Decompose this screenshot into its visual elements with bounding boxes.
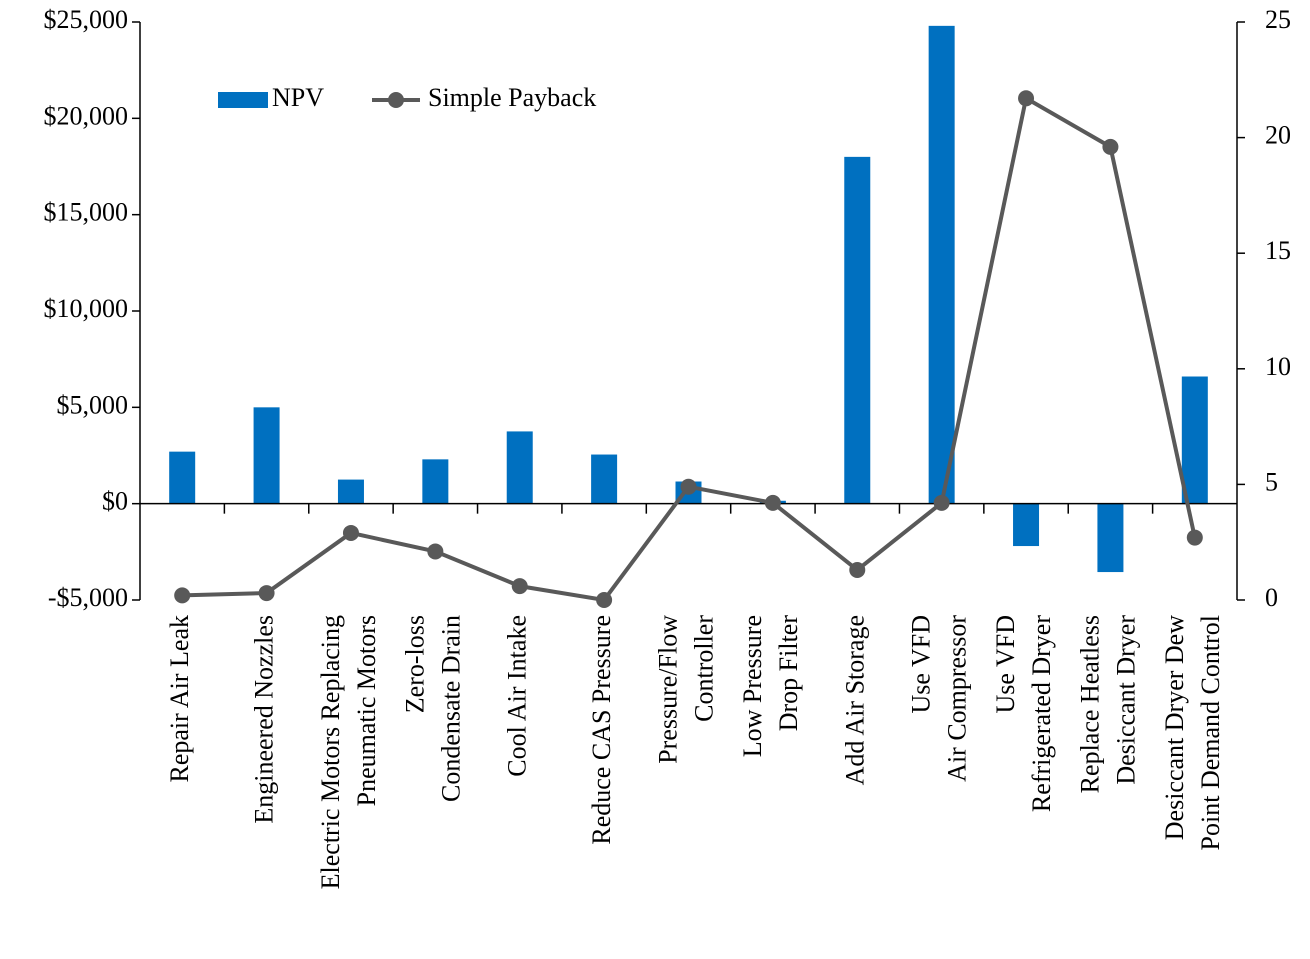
legend-marker — [388, 92, 404, 108]
y-tick-label: $5,000 — [57, 390, 129, 419]
y2-tick-label: 0 — [1265, 583, 1278, 612]
y-tick-label: $20,000 — [44, 101, 129, 130]
x-tick-label: Add Air Storage — [840, 615, 869, 785]
marker — [342, 524, 359, 541]
line — [182, 95, 1197, 603]
x-tick-label: Pressure/Flow Controller — [653, 615, 718, 764]
bar — [844, 156, 871, 504]
x-tick-label: Engineered Nozzles — [250, 615, 279, 824]
bar — [928, 25, 955, 504]
bar — [253, 407, 280, 504]
x-tick-label: Zero-loss Condensate Drain — [400, 615, 465, 802]
bar — [422, 459, 449, 504]
x-tick-label: Cool Air Intake — [503, 615, 532, 777]
marker — [511, 578, 528, 595]
marker — [596, 592, 613, 608]
x-tick-label: Reduce CAS Pressure — [587, 615, 616, 845]
bar — [506, 431, 533, 504]
marker — [764, 494, 781, 511]
legend-label: Simple Payback — [428, 83, 596, 112]
x-tick-label: Use VFD Refrigerated Dryer — [991, 615, 1056, 812]
y2-tick-label: 10 — [1265, 352, 1291, 381]
bar — [169, 451, 196, 504]
marker — [174, 587, 191, 604]
bar — [1013, 503, 1040, 547]
marker — [1102, 138, 1119, 155]
y2-tick-label: 15 — [1265, 236, 1291, 265]
x-tick-label: Desiccant Dryer Dew Point Demand Control — [1160, 615, 1225, 851]
marker — [427, 543, 444, 560]
x-tick-label: Low Pressure Drop Filter — [738, 615, 803, 758]
y2-tick-label: 25 — [1265, 5, 1291, 34]
bar — [591, 454, 618, 504]
y-tick-label: $10,000 — [44, 294, 129, 323]
x-tick-label: Use VFD Air Compressor — [907, 615, 972, 782]
y-tick-label: $15,000 — [44, 198, 129, 227]
marker — [680, 478, 697, 495]
x-tick-label: Repair Air Leak — [165, 615, 194, 783]
bar — [1181, 376, 1208, 504]
legend-label: NPV — [272, 83, 324, 112]
bar — [337, 479, 364, 504]
marker — [1186, 529, 1203, 546]
x-tick-label: Electric Motors Replacing Pneumatic Motor… — [316, 615, 381, 889]
y-tick-label: $0 — [102, 487, 128, 516]
marker — [1018, 90, 1035, 107]
bar — [1097, 503, 1124, 573]
y-tick-label: $25,000 — [44, 5, 129, 34]
marker — [933, 494, 950, 511]
marker — [849, 561, 866, 578]
x-tick-label: Replace Heatless Desiccant Dryer — [1075, 615, 1140, 794]
y2-tick-label: 5 — [1265, 467, 1278, 496]
legend-swatch — [218, 92, 268, 108]
y2-tick-label: 20 — [1265, 121, 1291, 150]
marker — [258, 585, 275, 602]
y-tick-label: -$5,000 — [48, 583, 128, 612]
